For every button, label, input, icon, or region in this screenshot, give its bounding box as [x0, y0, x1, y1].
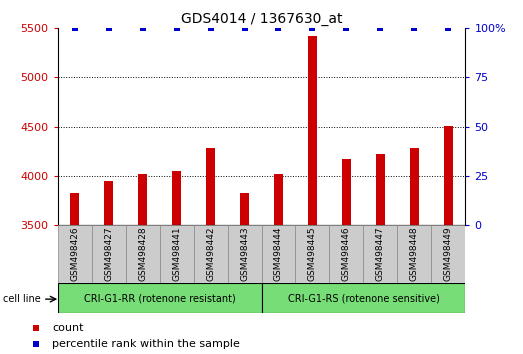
Text: GSM498447: GSM498447 — [376, 227, 385, 281]
Bar — [126, 225, 160, 283]
Text: GSM498443: GSM498443 — [240, 227, 249, 281]
Bar — [206, 148, 215, 225]
Text: count: count — [52, 322, 84, 332]
Bar — [274, 174, 283, 225]
Bar — [92, 225, 126, 283]
Bar — [104, 181, 113, 225]
Text: GSM498442: GSM498442 — [206, 227, 215, 281]
Text: GSM498427: GSM498427 — [104, 227, 113, 281]
Bar — [431, 225, 465, 283]
Text: GSM498446: GSM498446 — [342, 227, 351, 281]
Bar — [240, 193, 249, 225]
Text: cell line: cell line — [3, 294, 40, 304]
Text: GSM498449: GSM498449 — [444, 227, 453, 281]
Bar — [228, 225, 262, 283]
Text: GSM498428: GSM498428 — [138, 227, 147, 281]
Bar — [444, 126, 453, 225]
Text: GSM498445: GSM498445 — [308, 227, 317, 281]
Bar — [58, 225, 92, 283]
Bar — [262, 225, 295, 283]
Bar — [138, 174, 147, 225]
Bar — [194, 225, 228, 283]
Bar — [262, 283, 465, 313]
Bar — [295, 225, 329, 283]
Text: CRI-G1-RS (rotenone sensitive): CRI-G1-RS (rotenone sensitive) — [288, 293, 439, 303]
Text: GSM498426: GSM498426 — [70, 227, 79, 281]
Text: GSM498441: GSM498441 — [172, 227, 181, 281]
Bar — [58, 283, 262, 313]
Text: CRI-G1-RR (rotenone resistant): CRI-G1-RR (rotenone resistant) — [84, 293, 235, 303]
Bar — [342, 159, 351, 225]
Bar — [172, 171, 181, 225]
Text: GSM498448: GSM498448 — [410, 227, 419, 281]
Bar — [397, 225, 431, 283]
Bar — [329, 225, 363, 283]
Text: percentile rank within the sample: percentile rank within the sample — [52, 339, 240, 349]
Bar — [363, 225, 397, 283]
Bar — [410, 148, 419, 225]
Bar — [376, 154, 385, 225]
Bar — [308, 36, 317, 225]
Bar — [160, 225, 194, 283]
Bar — [70, 193, 79, 225]
Text: GSM498444: GSM498444 — [274, 227, 283, 281]
Text: GDS4014 / 1367630_at: GDS4014 / 1367630_at — [181, 12, 342, 27]
